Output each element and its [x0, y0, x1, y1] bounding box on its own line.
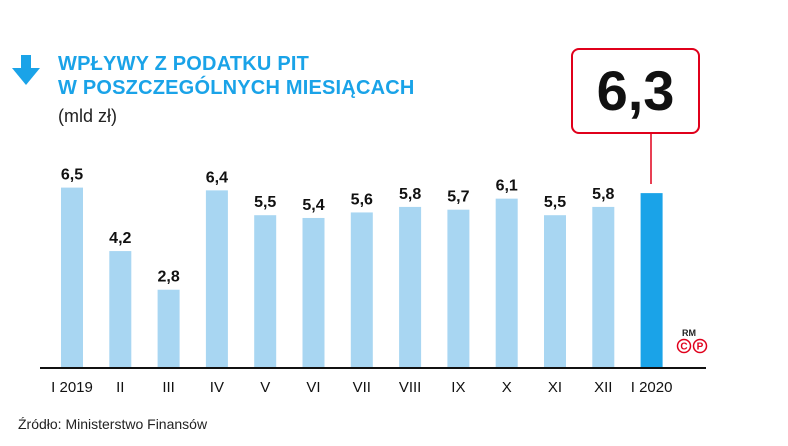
- bar-7: [399, 206, 422, 367]
- data-label-2: 2,8: [157, 269, 179, 286]
- svg-text:P: P: [697, 342, 704, 353]
- x-tick-label-7: VIII: [399, 379, 422, 396]
- bar-10: [544, 215, 566, 367]
- unit-label: (mld zł): [58, 106, 117, 126]
- source-note: Źródło: Ministerstwo Finansów: [18, 416, 208, 432]
- bar-11: [592, 206, 615, 367]
- data-label-1: 4,2: [109, 230, 131, 247]
- bar-2: [157, 289, 180, 367]
- data-label-11: 5,8: [592, 186, 614, 203]
- data-label-9: 6,1: [496, 178, 518, 195]
- x-tick-label-5: VI: [306, 379, 320, 396]
- x-tick-label-3: IV: [210, 379, 224, 396]
- bar-9: [495, 198, 518, 367]
- data-label-5: 5,4: [302, 197, 324, 214]
- x-tick-label-11: XII: [594, 379, 612, 396]
- x-tick-label-8: IX: [451, 379, 465, 396]
- down-arrow-icon: [12, 55, 40, 85]
- bar-3: [205, 190, 228, 367]
- data-label-0: 6,5: [61, 167, 83, 184]
- data-label-3: 6,4: [206, 169, 228, 186]
- data-label-7: 5,8: [399, 186, 421, 203]
- bar-1: [109, 251, 132, 367]
- bar-0: [61, 187, 83, 367]
- bar-4: [254, 215, 277, 367]
- x-tick-label-4: V: [260, 379, 270, 396]
- p-circle-icon: [692, 338, 708, 354]
- badge-text: RM: [682, 328, 696, 338]
- svg-text:C: C: [680, 342, 687, 353]
- bar-5: [302, 217, 325, 367]
- copyright-badge: RM C P: [676, 328, 710, 356]
- data-label-6: 5,6: [351, 191, 373, 208]
- title-line-2: W POSZCZEGÓLNYCH MIESIĄCACH: [58, 77, 415, 99]
- data-label-8: 5,7: [447, 189, 469, 206]
- bar-8: [447, 209, 470, 367]
- x-tick-label-1: II: [116, 379, 124, 396]
- x-tick-label-10: XI: [548, 379, 562, 396]
- highlight-value-callout: 6,3: [571, 48, 700, 134]
- bar-12: [640, 193, 663, 367]
- data-label-4: 5,5: [254, 194, 276, 211]
- x-tick-label-2: III: [162, 379, 175, 396]
- data-label-10: 5,5: [544, 194, 566, 211]
- bar-6: [350, 212, 373, 367]
- x-tick-label-9: X: [502, 379, 512, 396]
- x-tick-label-12: I 2020: [631, 379, 673, 396]
- title-line-1: WPŁYWY Z PODATKU PIT: [58, 53, 310, 75]
- chart-title: WPŁYWY Z PODATKU PIT W POSZCZEGÓLNYCH MI…: [58, 52, 415, 100]
- x-tick-label-6: VII: [353, 379, 371, 396]
- x-tick-label-0: I 2019: [51, 379, 93, 396]
- copyright-icon: C P: [676, 338, 708, 354]
